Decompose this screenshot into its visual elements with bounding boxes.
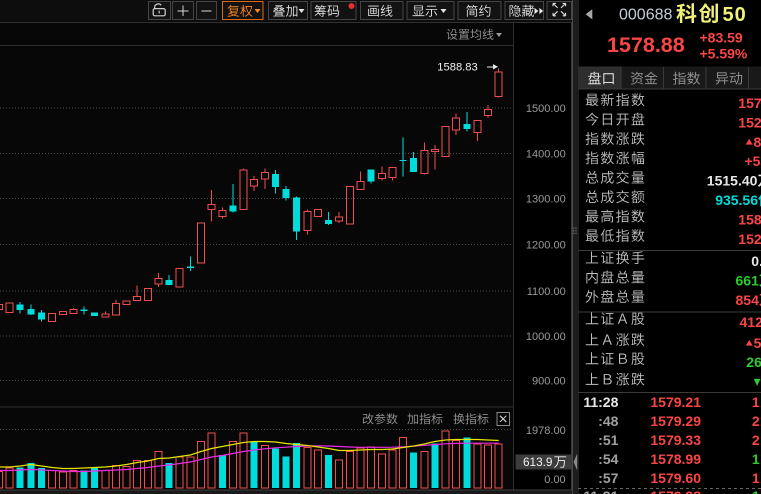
svg-text::51: :51 <box>598 432 618 448</box>
svg-text:1579.29: 1579.29 <box>650 413 701 429</box>
svg-text:1578.99: 1578.99 <box>650 451 701 467</box>
svg-text:2: 2 <box>752 432 760 448</box>
svg-text:50: 50 <box>723 4 747 26</box>
svg-text:1200.00: 1200.00 <box>526 240 566 252</box>
svg-text:1400.00: 1400.00 <box>526 149 566 161</box>
svg-text:1000.00: 1000.00 <box>526 331 566 343</box>
svg-text:1526.62: 1526.62 <box>738 114 761 130</box>
svg-text:83.59: 83.59 <box>754 134 761 150</box>
svg-text:+5.59%: +5.59% <box>700 46 748 62</box>
svg-text:1579.21: 1579.21 <box>650 394 701 410</box>
svg-text:+5.59%: +5.59% <box>745 153 761 169</box>
svg-text:1515.40: 1515.40 <box>707 173 758 189</box>
svg-text:11:31: 11:31 <box>583 488 618 494</box>
svg-text:1978.00: 1978.00 <box>526 425 566 437</box>
svg-text:1588.83: 1588.83 <box>437 61 477 73</box>
svg-text:1525.10: 1525.10 <box>738 231 761 247</box>
svg-text:+83.59: +83.59 <box>700 29 743 45</box>
svg-text:1579.60: 1579.60 <box>650 470 701 486</box>
svg-text:000688: 000688 <box>619 7 672 24</box>
svg-text:1: 1 <box>752 394 760 410</box>
svg-text:1579.33: 1579.33 <box>650 432 701 448</box>
svg-text:1578.88: 1578.88 <box>738 95 761 111</box>
svg-text:1579.38: 1579.38 <box>650 488 701 494</box>
svg-text:2: 2 <box>752 413 760 429</box>
svg-text:264: 264 <box>746 354 761 370</box>
svg-text:0.86%: 0.86% <box>751 253 761 269</box>
svg-text:11:28: 11:28 <box>583 394 618 410</box>
svg-text:661: 661 <box>736 272 760 288</box>
svg-text::57: :57 <box>598 470 618 486</box>
svg-text:935.56: 935.56 <box>715 192 758 208</box>
svg-text:900.00: 900.00 <box>532 376 566 388</box>
svg-text:1: 1 <box>752 488 760 494</box>
svg-text:1: 1 <box>752 451 760 467</box>
svg-text:1588.83: 1588.83 <box>738 211 761 227</box>
svg-text:0.00: 0.00 <box>544 474 565 486</box>
svg-text:1500.00: 1500.00 <box>526 103 566 115</box>
svg-text:1300.00: 1300.00 <box>526 194 566 206</box>
svg-text:854: 854 <box>736 292 760 308</box>
svg-text:1100.00: 1100.00 <box>527 286 566 298</box>
svg-text:4123: 4123 <box>740 314 761 330</box>
svg-text:613.9: 613.9 <box>523 455 553 469</box>
svg-text:56.99: 56.99 <box>754 335 761 351</box>
svg-text:1: 1 <box>752 470 760 486</box>
svg-text:1578.88: 1578.88 <box>607 33 685 57</box>
svg-text::54: :54 <box>598 451 618 467</box>
svg-text::48: :48 <box>598 413 618 429</box>
